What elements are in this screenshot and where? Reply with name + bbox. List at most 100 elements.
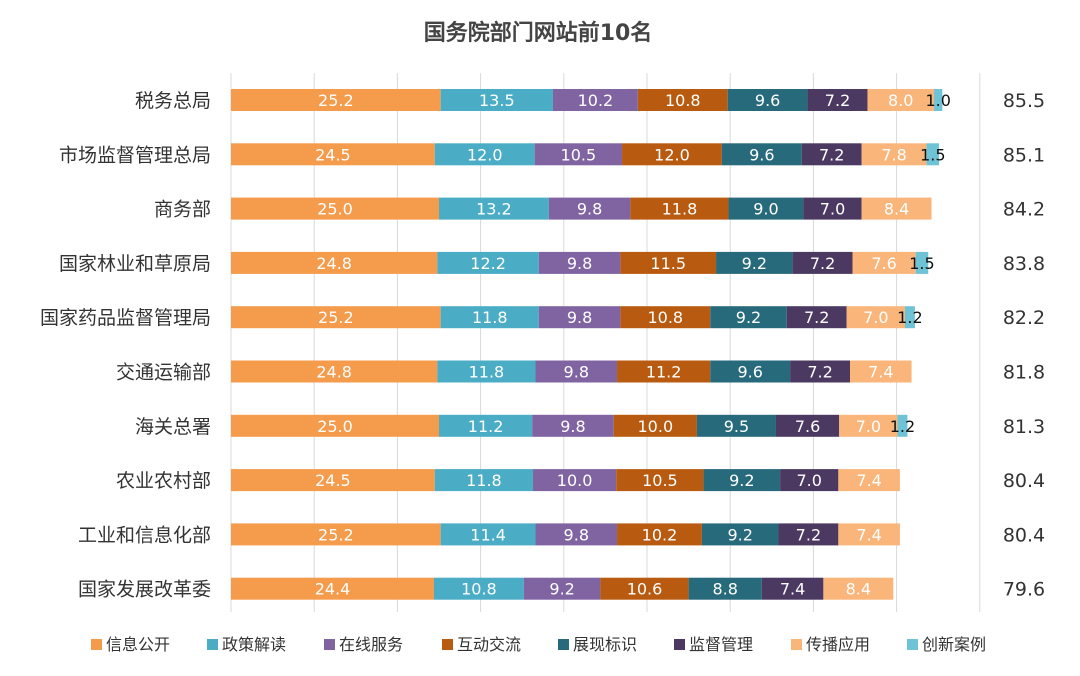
data-label: 10.2 <box>578 91 614 110</box>
data-label: 25.0 <box>317 200 353 219</box>
bar-segment <box>535 523 618 546</box>
data-label: 24.4 <box>315 580 351 599</box>
category-label: 海关总署 <box>135 416 211 438</box>
bar-segment <box>231 197 439 220</box>
bar-segment <box>904 306 915 329</box>
total-label: 82.2 <box>1003 307 1045 329</box>
category-label: 工业和信息化部 <box>78 524 211 546</box>
data-label: 9.6 <box>749 145 774 164</box>
data-label: 24.5 <box>315 145 351 164</box>
total-label: 85.1 <box>1003 144 1045 166</box>
bar-segment <box>617 360 711 383</box>
data-label: 7.2 <box>796 525 821 544</box>
bar-segment <box>846 306 905 329</box>
data-label: 7.4 <box>856 525 881 544</box>
total-label: 85.5 <box>1003 90 1045 112</box>
total-label: 84.2 <box>1003 199 1045 221</box>
data-label: 24.5 <box>315 471 351 490</box>
bar-segment <box>934 89 943 111</box>
chart-title: 国务院部门网站前10名 <box>424 20 653 46</box>
bar-segment <box>792 251 853 274</box>
bar-segment <box>823 577 894 600</box>
category-label: 商务部 <box>154 199 211 221</box>
category-labels: 税务总局市场监督管理总局商务部国家林业和草原局国家药品监督管理局交通运输部海关总… <box>40 90 211 601</box>
data-label: 9.6 <box>737 363 762 382</box>
legend-swatch <box>791 639 802 650</box>
data-label: 25.2 <box>318 91 354 110</box>
data-label: 9.8 <box>567 308 592 327</box>
bar-segment <box>838 523 900 546</box>
data-label: 12.0 <box>467 145 503 164</box>
legend-swatch <box>442 639 453 650</box>
total-label: 80.4 <box>1003 524 1045 546</box>
bar-segment <box>801 143 862 166</box>
bar-segment <box>701 523 779 546</box>
category-label: 市场监督管理总局 <box>59 144 211 166</box>
legend-label: 监督管理 <box>689 635 753 654</box>
data-label: 11.2 <box>468 417 504 436</box>
bar-segment <box>710 306 787 329</box>
bar-segment <box>538 251 621 274</box>
bar-segment <box>440 306 539 329</box>
data-label: 1.5 <box>909 254 934 273</box>
data-label: 25.0 <box>317 417 353 436</box>
bar-segment <box>231 469 435 492</box>
data-label: 8.8 <box>712 580 737 599</box>
data-label: 7.2 <box>825 91 850 110</box>
bar-segment <box>915 251 929 274</box>
bar-segment <box>231 306 441 329</box>
data-label: 10.0 <box>557 471 593 490</box>
data-label: 9.8 <box>564 363 589 382</box>
legend-label: 传播应用 <box>806 635 870 654</box>
data-label: 13.2 <box>476 200 512 219</box>
bar-segment <box>710 360 791 383</box>
bar-segment <box>778 523 839 546</box>
data-label: 8.0 <box>888 91 913 110</box>
data-label: 7.8 <box>881 145 906 164</box>
bar-segment <box>231 251 438 274</box>
total-label: 80.4 <box>1003 470 1045 492</box>
category-label: 交通运输部 <box>116 362 211 384</box>
total-labels: 85.5 85.1 84.2 83.8 82.2 81.8 81.3 80.4 80.4 79.6 <box>1003 90 1045 601</box>
data-label: 9.2 <box>736 308 761 327</box>
data-label: 7.2 <box>810 254 835 273</box>
bar-segment <box>440 523 536 546</box>
bar-segment <box>839 414 898 437</box>
data-label: 7.0 <box>797 471 822 490</box>
legend-label: 创新案例 <box>922 635 986 654</box>
data-label: 9.6 <box>755 91 780 110</box>
data-label: 10.2 <box>642 525 678 544</box>
bar-segment <box>439 197 549 220</box>
bar-segment <box>703 469 781 492</box>
bar-segment <box>861 143 927 166</box>
bar-segment <box>600 577 689 600</box>
legend-swatch <box>558 639 569 650</box>
bar-segment <box>926 143 940 166</box>
legend-swatch <box>674 639 685 650</box>
bar-segment <box>620 306 711 329</box>
data-label: 7.0 <box>856 417 881 436</box>
data-label: 7.0 <box>820 200 845 219</box>
data-label: 9.2 <box>549 580 574 599</box>
data-label: 9.2 <box>727 525 752 544</box>
legend-swatch <box>324 639 335 650</box>
data-label: 24.8 <box>316 363 352 382</box>
data-label: 12.0 <box>654 145 690 164</box>
data-label: 10.8 <box>647 308 683 327</box>
bar-segment <box>620 251 717 274</box>
legend-label: 在线服务 <box>339 635 403 654</box>
data-label: 7.2 <box>804 308 829 327</box>
category-label: 国家药品监督管理局 <box>40 307 211 329</box>
data-label: 10.6 <box>627 580 663 599</box>
bar-segment <box>437 251 539 274</box>
category-label: 税务总局 <box>135 90 211 112</box>
bar-segment <box>780 469 839 492</box>
category-label: 农业农村部 <box>116 470 211 492</box>
bar-segment <box>437 360 536 383</box>
total-label: 81.3 <box>1003 416 1045 438</box>
bar-segment <box>727 89 808 111</box>
bar-segment <box>552 89 638 111</box>
bar-segment <box>790 360 851 383</box>
